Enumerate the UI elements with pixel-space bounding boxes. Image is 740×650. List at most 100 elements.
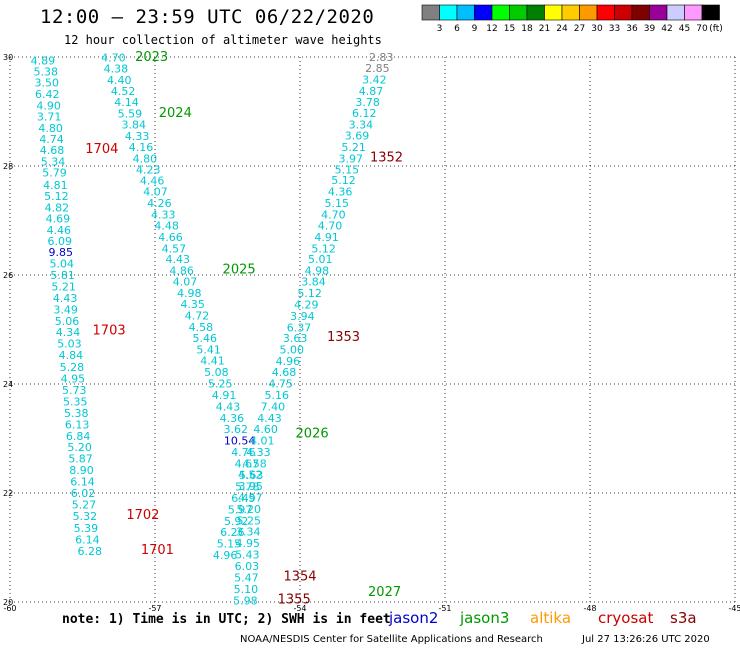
y-tick-label: 22 xyxy=(3,489,13,498)
x-tick-label: -57 xyxy=(148,604,161,613)
swh-value: 6.14 xyxy=(75,533,100,546)
colorbar-swatch xyxy=(649,4,668,21)
swh-value: 4.91 xyxy=(314,231,339,244)
swh-value: 5.04 xyxy=(49,258,74,271)
swh-value: 4.69 xyxy=(46,212,71,225)
swh-value: 4.07 xyxy=(143,186,168,199)
swh-value: 4.58 xyxy=(189,321,214,334)
satellite-legend-jason2: jason2 xyxy=(389,609,439,627)
pass-label: 2024 xyxy=(159,106,192,121)
swh-value: 4.23 xyxy=(136,163,161,176)
swh-value: 4.58 xyxy=(242,458,267,471)
swh-value: 4.57 xyxy=(162,242,187,255)
colorbar-label: 45 xyxy=(679,24,690,34)
chart-grid xyxy=(9,56,736,603)
swh-value: 3.84 xyxy=(121,119,146,132)
colorbar-swatch xyxy=(526,4,545,21)
pass-label: 1354 xyxy=(283,569,316,584)
swh-value: 6.02 xyxy=(71,487,96,500)
swh-value: 3.97 xyxy=(339,152,364,165)
colorbar-label: 24 xyxy=(556,24,568,34)
swh-value: 4.76 xyxy=(231,446,256,459)
pass-label: 1701 xyxy=(141,543,174,558)
swh-value: 4.80 xyxy=(133,152,158,165)
page-subtitle: 12 hour collection of altimeter wave hei… xyxy=(64,33,382,47)
swh-value: 8.90 xyxy=(69,464,94,477)
swh-value: 5.32 xyxy=(73,510,98,523)
pass-label: 2027 xyxy=(368,585,401,600)
colorbar-label: 9 xyxy=(472,24,478,34)
swh-value: 4.98 xyxy=(177,287,202,300)
colorbar-label: 6 xyxy=(454,24,460,34)
swh-value: 4.43 xyxy=(257,412,282,425)
swh-value: 5.00 xyxy=(280,344,305,357)
swh-value: 4.33 xyxy=(246,446,271,459)
colorbar-swatch xyxy=(509,4,528,21)
swh-value: 4.43 xyxy=(53,292,78,305)
y-tick-label: 30 xyxy=(3,53,13,62)
pass-label: 1353 xyxy=(327,330,360,345)
colorbar-swatch xyxy=(596,4,615,21)
swh-value: 5.12 xyxy=(311,242,336,255)
swh-value: 5.20 xyxy=(237,503,262,516)
swh-value: 6.42 xyxy=(35,88,60,101)
swh-value: 5.81 xyxy=(50,269,75,282)
y-tick-label: 28 xyxy=(3,162,13,171)
swh-value: 4.90 xyxy=(36,100,61,113)
swh-value: 3.78 xyxy=(355,96,380,109)
swh-value: 5.97 xyxy=(228,503,253,516)
swh-value: 4.46 xyxy=(47,224,72,237)
swh-value: 2.85 xyxy=(365,62,390,75)
swh-value: 4.43 xyxy=(165,253,190,266)
colorbar-label: 12 xyxy=(486,24,497,34)
pass-label: 2023 xyxy=(135,50,168,65)
swh-value: 5.47 xyxy=(234,571,259,584)
x-tick-label: -48 xyxy=(583,604,596,613)
swh-value: 5.01 xyxy=(308,253,333,266)
colorbar-swatch xyxy=(666,4,685,21)
swh-value: 3.49 xyxy=(53,303,78,316)
swh-value: 4.72 xyxy=(185,309,210,322)
y-tick-label: 24 xyxy=(3,380,13,389)
swh-value: 6.13 xyxy=(65,418,90,431)
swh-value: 4.95 xyxy=(236,537,261,550)
page-title: 12:00 – 23:59 UTC 06/22/2020 xyxy=(40,6,375,28)
swh-value: 3.50 xyxy=(34,77,59,90)
x-tick-label: -60 xyxy=(3,604,16,613)
swh-value: 4.84 xyxy=(59,349,84,362)
track-labels: 1704 1703 1702 1701 2023 2024 2025 2026 2027 1352… xyxy=(85,50,403,607)
colorbar-swatch xyxy=(614,4,633,21)
colorbar-label: 30 xyxy=(591,24,603,34)
swh-value: 3.84 xyxy=(301,276,326,289)
swh-value: 5.59 xyxy=(118,108,143,121)
swh-value: 10.54 xyxy=(224,435,256,448)
swh-value: 4.74 xyxy=(39,133,64,146)
colorbar-swatch xyxy=(439,4,458,21)
colorbar-swatch xyxy=(544,4,563,21)
swh-value: 4.81 xyxy=(43,179,68,192)
swh-value: 5.15 xyxy=(335,163,360,176)
swh-value: 6.03 xyxy=(235,560,260,573)
x-tick-label: -45 xyxy=(728,604,740,613)
swh-value: 4.40 xyxy=(107,74,132,87)
swh-value: 5.92 xyxy=(224,515,249,528)
swh-value: 9.85 xyxy=(49,246,74,259)
swh-value: 5.15 xyxy=(324,197,349,210)
colorbar-label: 18 xyxy=(521,24,533,34)
swh-value: 5.38 xyxy=(34,66,59,79)
swh-value: 4.70 xyxy=(318,219,343,232)
colorbar-label: 33 xyxy=(609,24,620,34)
swh-value: 4.36 xyxy=(220,412,245,425)
colorbar-label: 15 xyxy=(504,24,515,34)
swh-value: 5.08 xyxy=(204,366,229,379)
swh-value: 4.96 xyxy=(276,355,301,368)
colorbar-swatch xyxy=(421,4,440,21)
swh-value: 6.14 xyxy=(70,476,95,489)
swh-value: 6.28 xyxy=(78,545,103,558)
swh-value: 4.35 xyxy=(180,298,205,311)
swh-value: 4.70 xyxy=(101,52,126,65)
swh-value: 4.96 xyxy=(213,549,238,562)
swh-value: 4.26 xyxy=(147,197,172,210)
swh-value: 4.91 xyxy=(212,389,237,402)
swh-value: 3.42 xyxy=(362,73,387,86)
